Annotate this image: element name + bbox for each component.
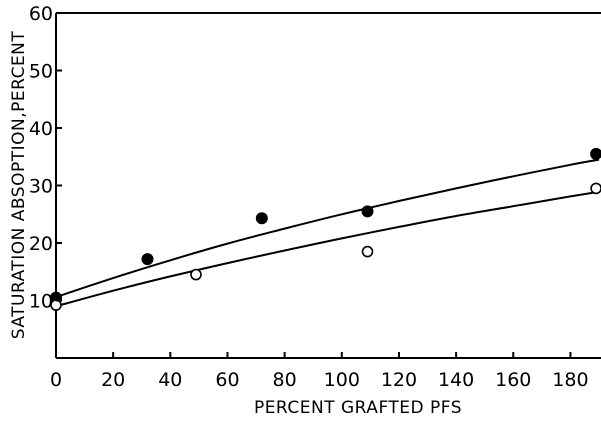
fit-curve-2 bbox=[55, 190, 600, 308]
x-tick-label: 100 bbox=[324, 369, 360, 391]
y-tick-label: 30 bbox=[29, 176, 53, 198]
open-point-3 bbox=[361, 245, 374, 258]
x-tick-label: 0 bbox=[50, 369, 62, 391]
x-tick-label: 20 bbox=[101, 369, 125, 391]
open-point-4 bbox=[590, 182, 601, 195]
filled-point-5 bbox=[590, 147, 601, 160]
x-tick-label: 80 bbox=[273, 369, 297, 391]
open-point-2 bbox=[190, 268, 202, 281]
y-tick-label: 40 bbox=[29, 118, 53, 140]
x-tick-label: 120 bbox=[381, 369, 417, 391]
tick-labels: 0 20 40 60 80 100 120 140 160 180 10 20 30 40 50 60 bbox=[29, 3, 589, 391]
filled-point-2 bbox=[141, 253, 154, 266]
x-tick-label: 60 bbox=[215, 369, 239, 391]
x-tick-label: 140 bbox=[438, 369, 474, 391]
x-tick-label: 160 bbox=[495, 369, 531, 391]
y-tick-label: 50 bbox=[29, 61, 53, 83]
x-tick-label: 40 bbox=[158, 369, 182, 391]
filled-point-3 bbox=[255, 212, 268, 225]
tick-marks bbox=[55, 12, 572, 358]
fit-curve-1 bbox=[55, 158, 600, 299]
x-axis-title: PERCENT GRAFTED PFS bbox=[254, 398, 462, 418]
y-tick-label: 10 bbox=[29, 291, 53, 313]
data-points bbox=[50, 147, 601, 311]
x-tick-label: 180 bbox=[552, 369, 588, 391]
fit-curves bbox=[55, 158, 600, 308]
y-tick-label: 60 bbox=[29, 3, 53, 25]
y-tick-label: 20 bbox=[29, 233, 53, 255]
y-axis-title: SATURATION ABSOPTION,PERCENT bbox=[9, 31, 29, 340]
axes bbox=[55, 12, 601, 359]
filled-point-4 bbox=[361, 205, 374, 218]
